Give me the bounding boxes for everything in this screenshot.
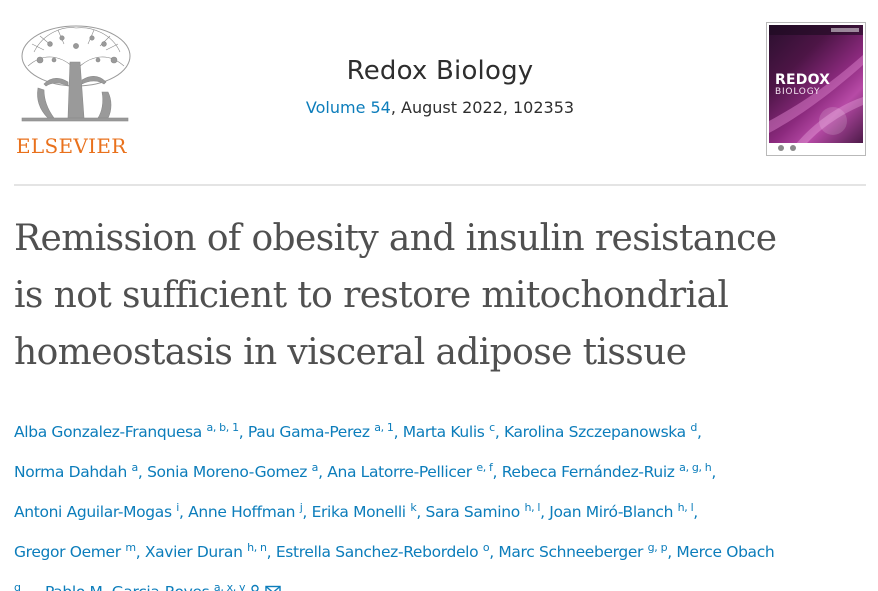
author-link[interactable]: Pablo M. Garcia-Roves a, x, y [45, 581, 246, 591]
author-affiliation: m [125, 541, 136, 554]
author-link[interactable]: Marta Kulis c [402, 421, 495, 441]
author-link[interactable]: Estrella Sanchez-Rebordelo o [275, 541, 490, 561]
journal-header: Redox Biology Volume 54, August 2022, 10… [230, 56, 650, 117]
elsevier-tree-icon [21, 25, 131, 122]
author-link[interactable]: g [14, 581, 21, 591]
author-affiliation: a, x, y [213, 581, 246, 591]
journal-cover[interactable]: REDOX BIOLOGY [766, 22, 866, 156]
author-link[interactable]: Merce Obach [676, 543, 775, 561]
author-affiliation: a, 1 [374, 421, 394, 434]
author-affiliation: i [176, 501, 179, 514]
author-link[interactable]: Alba Gonzalez-Franquesa a, b, 1 [14, 421, 239, 441]
journal-title[interactable]: Redox Biology [346, 56, 534, 86]
cover-image: REDOX BIOLOGY [769, 25, 863, 153]
envelope-icon[interactable] [265, 585, 281, 591]
author-affiliation: g [14, 581, 21, 591]
author-affiliation: c [489, 421, 495, 434]
author-link[interactable]: Xavier Duran h, n [144, 541, 267, 561]
volume-link[interactable]: Volume 54 [305, 98, 391, 117]
author-link[interactable]: Gregor Oemer m [14, 541, 136, 561]
author-affiliation: o [482, 541, 490, 554]
author-affiliation: j [299, 501, 303, 514]
author-link[interactable]: Marc Schneeberger g, p [498, 541, 668, 561]
author-link[interactable]: Ana Latorre-Pellicer e, f [327, 461, 493, 481]
author-link[interactable]: Karolina Szczepanowska d [503, 421, 698, 441]
elsevier-wordmark: ELSEVIER [16, 134, 127, 158]
author-list: Alba Gonzalez-Franquesa a, b, 1, Pau Gam… [14, 410, 874, 591]
cover-title: REDOX [775, 72, 831, 88]
author-link[interactable]: Antoni Aguilar-Mogas i [14, 501, 179, 521]
author-affiliation: h, l [677, 501, 694, 514]
author-affiliation: h, n [247, 541, 267, 554]
author-link[interactable]: Sonia Moreno-Gomez a [147, 461, 319, 481]
author-link[interactable]: Erika Monelli k [311, 501, 417, 521]
author-affiliation: a [311, 461, 319, 474]
author-link[interactable]: Sara Samino h, l [425, 501, 541, 521]
article-title-line: Remission of obesity and insulin resista… [14, 218, 777, 259]
cover-art-icon [769, 25, 863, 153]
author-affiliation: e, f [476, 461, 493, 474]
author-affiliation: a, b, 1 [206, 421, 239, 434]
header-divider [14, 184, 866, 186]
cover-subtitle: BIOLOGY [775, 87, 821, 97]
more-authors-ellipsis[interactable]: … [25, 583, 41, 591]
author-link[interactable]: Joan Miró-Blanch h, l [549, 501, 694, 521]
author-affiliation: a [131, 461, 139, 474]
article-title: Remission of obesity and insulin resista… [14, 210, 874, 381]
author-link[interactable]: Norma Dahdah a [14, 461, 139, 481]
person-icon[interactable] [248, 584, 262, 591]
issue-details: , August 2022, 102353 [390, 98, 575, 117]
journal-issue-info: Volume 54, August 2022, 102353 [230, 98, 650, 117]
author-affiliation: k [410, 501, 417, 514]
article-title-line: is not sufficient to restore mitochondri… [14, 275, 729, 316]
author-link[interactable]: Rebeca Fernández-Ruiz a, g, h [501, 461, 712, 481]
author-affiliation: d [690, 421, 698, 434]
author-affiliation: g, p [647, 541, 668, 554]
article-title-line: homeostasis in visceral adipose tissue [14, 332, 687, 373]
author-affiliation: h, l [524, 501, 541, 514]
author-affiliation: a, g, h [679, 461, 712, 474]
elsevier-logo[interactable]: ELSEVIER [14, 22, 136, 158]
author-link[interactable]: Pau Gama-Perez a, 1 [247, 421, 394, 441]
author-link[interactable]: Anne Hoffman j [188, 501, 303, 521]
